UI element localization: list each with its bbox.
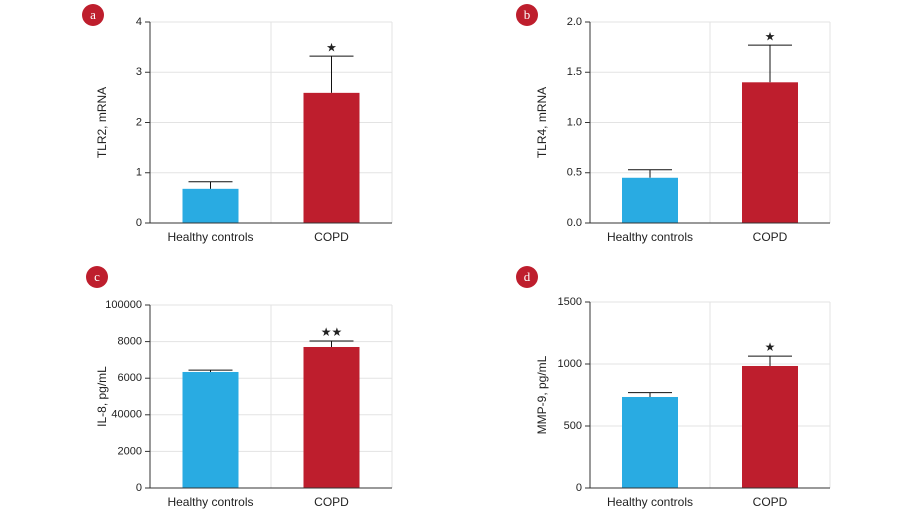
panel-badge: [82, 4, 104, 26]
bar: [182, 188, 239, 223]
bar: [303, 346, 360, 488]
x-tick-label: Healthy controls: [607, 230, 693, 244]
panel-badge: [516, 4, 538, 26]
y-tick-label: 100000: [105, 299, 142, 311]
x-tick-label: COPD: [753, 495, 788, 509]
x-tick-label: Healthy controls: [167, 230, 253, 244]
x-tick-label: Healthy controls: [607, 495, 693, 509]
y-tick-label: 0.5: [567, 167, 582, 179]
y-tick-label: 1500: [558, 296, 582, 308]
y-tick-label: 0: [136, 217, 142, 229]
bar: [742, 365, 798, 488]
y-tick-label: 0.0: [567, 217, 582, 229]
panel-letter: b: [524, 7, 531, 22]
y-tick-label: 2000: [118, 445, 142, 457]
bar: [182, 371, 239, 488]
bar: [742, 82, 798, 223]
significance-mark: ★: [765, 29, 776, 43]
y-tick-label: 1.5: [567, 66, 582, 78]
significance-mark: ★: [765, 340, 776, 354]
y-tick-label: 8000: [118, 336, 142, 348]
y-tick-label: 1.0: [567, 116, 582, 128]
panel-letter: d: [524, 269, 531, 284]
y-tick-label: 1000: [558, 358, 582, 370]
panel-badge: [86, 266, 108, 288]
x-tick-label: Healthy controls: [167, 495, 253, 509]
y-tick-label: 40000: [111, 409, 142, 421]
bar: [622, 177, 678, 223]
panel-letter: a: [90, 7, 96, 22]
y-tick-label: 2: [136, 116, 142, 128]
y-tick-label: 6000: [118, 372, 142, 384]
y-axis-label: IL-8, pg/mL: [95, 366, 109, 427]
panel-letter: c: [94, 269, 100, 284]
y-tick-label: 3: [136, 66, 142, 78]
y-tick-label: 2.0: [567, 16, 582, 28]
y-axis-label: TLR4, mRNA: [535, 87, 549, 158]
y-tick-label: 0: [576, 482, 582, 494]
bar: [303, 92, 360, 223]
y-tick-label: 0: [136, 482, 142, 494]
y-axis-label: TLR2, mRNA: [95, 87, 109, 158]
y-tick-label: 500: [564, 420, 582, 432]
x-tick-label: COPD: [314, 230, 349, 244]
y-tick-label: 1: [136, 167, 142, 179]
bar: [622, 396, 678, 488]
x-tick-label: COPD: [753, 230, 788, 244]
significance-mark: ★★: [321, 325, 343, 339]
significance-mark: ★: [326, 40, 337, 54]
y-axis-label: MMP-9, pg/mL: [535, 355, 549, 434]
panel-badge: [516, 266, 538, 288]
y-tick-label: 4: [136, 16, 142, 28]
x-tick-label: COPD: [314, 495, 349, 509]
